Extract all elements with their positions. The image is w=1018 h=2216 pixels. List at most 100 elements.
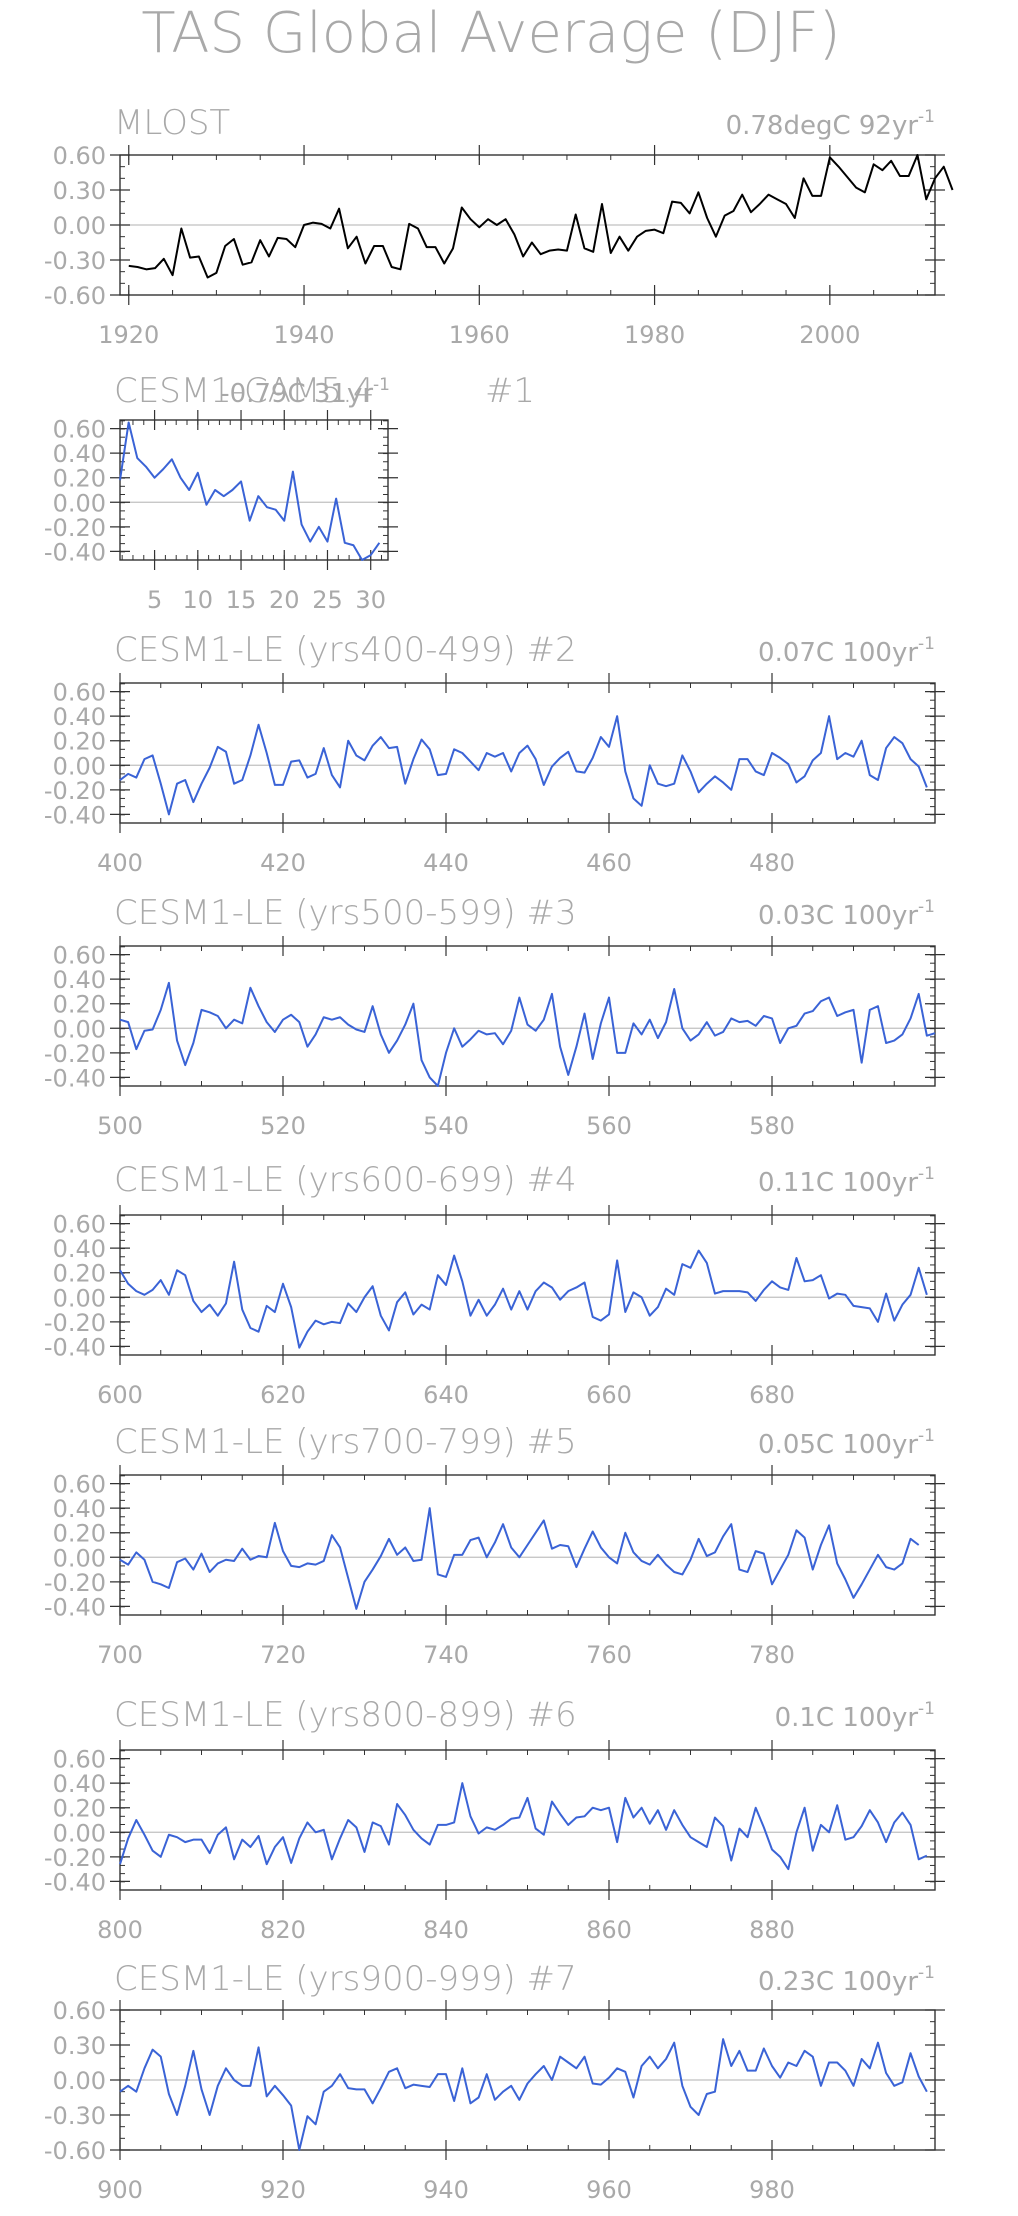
x-tick-label: 720 — [260, 1641, 306, 1669]
y-tick-label: 0.40 — [53, 703, 106, 731]
series-line — [119, 1507, 920, 1610]
x-tick-label: 680 — [749, 1381, 795, 1409]
plot-frame — [119, 1214, 936, 1356]
x-tick-label: 980 — [749, 2176, 795, 2204]
x-tick-label: 860 — [586, 1916, 632, 1944]
x-tick-label: 15 — [226, 586, 257, 614]
y-tick-label: 0.00 — [53, 1544, 106, 1572]
x-tick-label: 440 — [423, 849, 469, 877]
x-tick-label: 5 — [147, 586, 162, 614]
panel-title-left: MLOST — [114, 103, 230, 143]
x-tick-label: 540 — [423, 1112, 469, 1140]
plot-frame — [119, 945, 936, 1087]
y-tick-label: -0.20 — [44, 1040, 106, 1068]
y-tick-label: -0.60 — [44, 2137, 106, 2165]
panel-title-right: -0.79C 31yr-1 — [220, 375, 390, 409]
chart-panel-2: 0.600.400.200.00-0.20-0.40 5 10 15 20 25 30 CES… — [44, 371, 535, 614]
y-tick-label: -0.40 — [44, 1593, 106, 1621]
panel-title-right: 0.23C 100yr-1 — [758, 1963, 935, 1997]
x-tick-label: 460 — [586, 849, 632, 877]
chart-panel-1: 0.60 0.30 0.00 -0.30 -0.60 1920 1940 1960 1980 20… — [44, 103, 954, 349]
x-tick-label: 2000 — [799, 321, 860, 349]
x-tick-label: 760 — [586, 1641, 632, 1669]
chart-panel-3: 0.600.400.200.00-0.20-0.40 400 420 440 460 48… — [44, 630, 945, 877]
plot-frame — [119, 682, 936, 824]
y-tick-label: 0.40 — [53, 440, 106, 468]
y-tick-label: 0.60 — [53, 679, 106, 707]
series-line — [119, 2038, 928, 2151]
y-tick-label: -0.20 — [44, 514, 106, 542]
panel-title-left: CESM1-LE (yrs500-599) #3 — [114, 893, 577, 933]
x-tick-label: 620 — [260, 1381, 306, 1409]
y-tick-label: 0.60 — [53, 142, 106, 170]
y-tick-label: -0.30 — [44, 247, 106, 275]
y-tick-label: -0.20 — [44, 777, 106, 805]
y-tick-label: 0.60 — [53, 1471, 106, 1499]
x-tick-label: 400 — [97, 849, 143, 877]
y-tick-label: 0.40 — [53, 1235, 106, 1263]
x-tick-label: 560 — [586, 1112, 632, 1140]
panel-title-left: CESM1-LE (yrs600-699) #4 — [114, 1160, 577, 1200]
plot-frame — [119, 419, 389, 561]
panel-title-right: 0.1C 100yr-1 — [775, 1699, 935, 1733]
y-tick-label: 0.60 — [53, 942, 106, 970]
y-tick-label: 0.20 — [53, 465, 106, 493]
series-line — [119, 981, 936, 1087]
panel-title-left: CESM1-LE (yrs700-799) #5 — [114, 1422, 577, 1462]
x-tick-label: 500 — [97, 1112, 143, 1140]
series-line — [119, 1249, 928, 1349]
series-line — [119, 421, 381, 561]
y-tick-label: 0.20 — [53, 1795, 106, 1823]
x-tick-label: 640 — [423, 1381, 469, 1409]
panel-title-right: 0.11C 100yr-1 — [758, 1164, 935, 1198]
x-tick-label: 580 — [749, 1112, 795, 1140]
y-tick-label: -0.60 — [44, 282, 106, 310]
panel-title-left: CESM1-LE (yrs800-899) #6 — [114, 1695, 577, 1735]
panel-title-right: 0.78degC 92yr-1 — [726, 107, 935, 141]
panels: 0.60 0.30 0.00 -0.30 -0.60 1920 1940 1960 1980 20… — [44, 103, 954, 2204]
y-tick-label: 0.60 — [53, 1997, 106, 2025]
panel-title-left: CESM1-CAM5.4 — [114, 371, 374, 411]
y-tick-label: -0.30 — [44, 2102, 106, 2130]
y-tick-label: 0.00 — [53, 752, 106, 780]
panel-title-left: CESM1-LE (yrs900-999) #7 — [114, 1959, 577, 1999]
y-tick-label: -0.40 — [44, 1868, 106, 1896]
series-line — [119, 715, 928, 816]
x-tick-label: 30 — [355, 586, 386, 614]
x-tick-label: 480 — [749, 849, 795, 877]
x-tick-label: 920 — [260, 2176, 306, 2204]
x-tick-label: 800 — [97, 1916, 143, 1944]
y-tick-label: 0.20 — [53, 1520, 106, 1548]
panel-title-right: 0.03C 100yr-1 — [758, 897, 935, 931]
x-tick-label: 960 — [586, 2176, 632, 2204]
x-tick-label: 600 — [97, 1381, 143, 1409]
x-tick-label: 900 — [97, 2176, 143, 2204]
y-tick-label: 0.60 — [53, 1211, 106, 1239]
x-tick-label: 660 — [586, 1381, 632, 1409]
y-tick-label: 0.00 — [53, 1284, 106, 1312]
y-tick-label: -0.20 — [44, 1569, 106, 1597]
y-tick-label: 0.40 — [53, 966, 106, 994]
page-title: TAS Global Average (DJF) — [141, 1, 840, 66]
x-tick-label: 700 — [97, 1641, 143, 1669]
y-tick-label: 0.60 — [53, 1746, 106, 1774]
x-tick-label: 1980 — [624, 321, 685, 349]
x-tick-label: 840 — [423, 1916, 469, 1944]
x-tick-label: 1940 — [273, 321, 334, 349]
x-tick-label: 880 — [749, 1916, 795, 1944]
x-tick-label: 20 — [269, 586, 300, 614]
y-tick-label: 0.20 — [53, 991, 106, 1019]
plot-frame — [119, 1749, 936, 1891]
x-tick-label: 10 — [183, 586, 214, 614]
series-line — [119, 1782, 928, 1871]
x-tick-label: 1920 — [98, 321, 159, 349]
y-tick-label: -0.20 — [44, 1844, 106, 1872]
x-tick-label: 520 — [260, 1112, 306, 1140]
chart-panel-4: 0.600.400.200.00-0.20-0.40 500 520 540 560 58… — [44, 893, 945, 1140]
panel-title-right: 0.05C 100yr-1 — [758, 1426, 935, 1460]
y-tick-label: 0.00 — [53, 212, 106, 240]
x-tick-label: 420 — [260, 849, 306, 877]
series-line — [128, 154, 954, 279]
panel-title-mid: #1 — [485, 371, 535, 411]
